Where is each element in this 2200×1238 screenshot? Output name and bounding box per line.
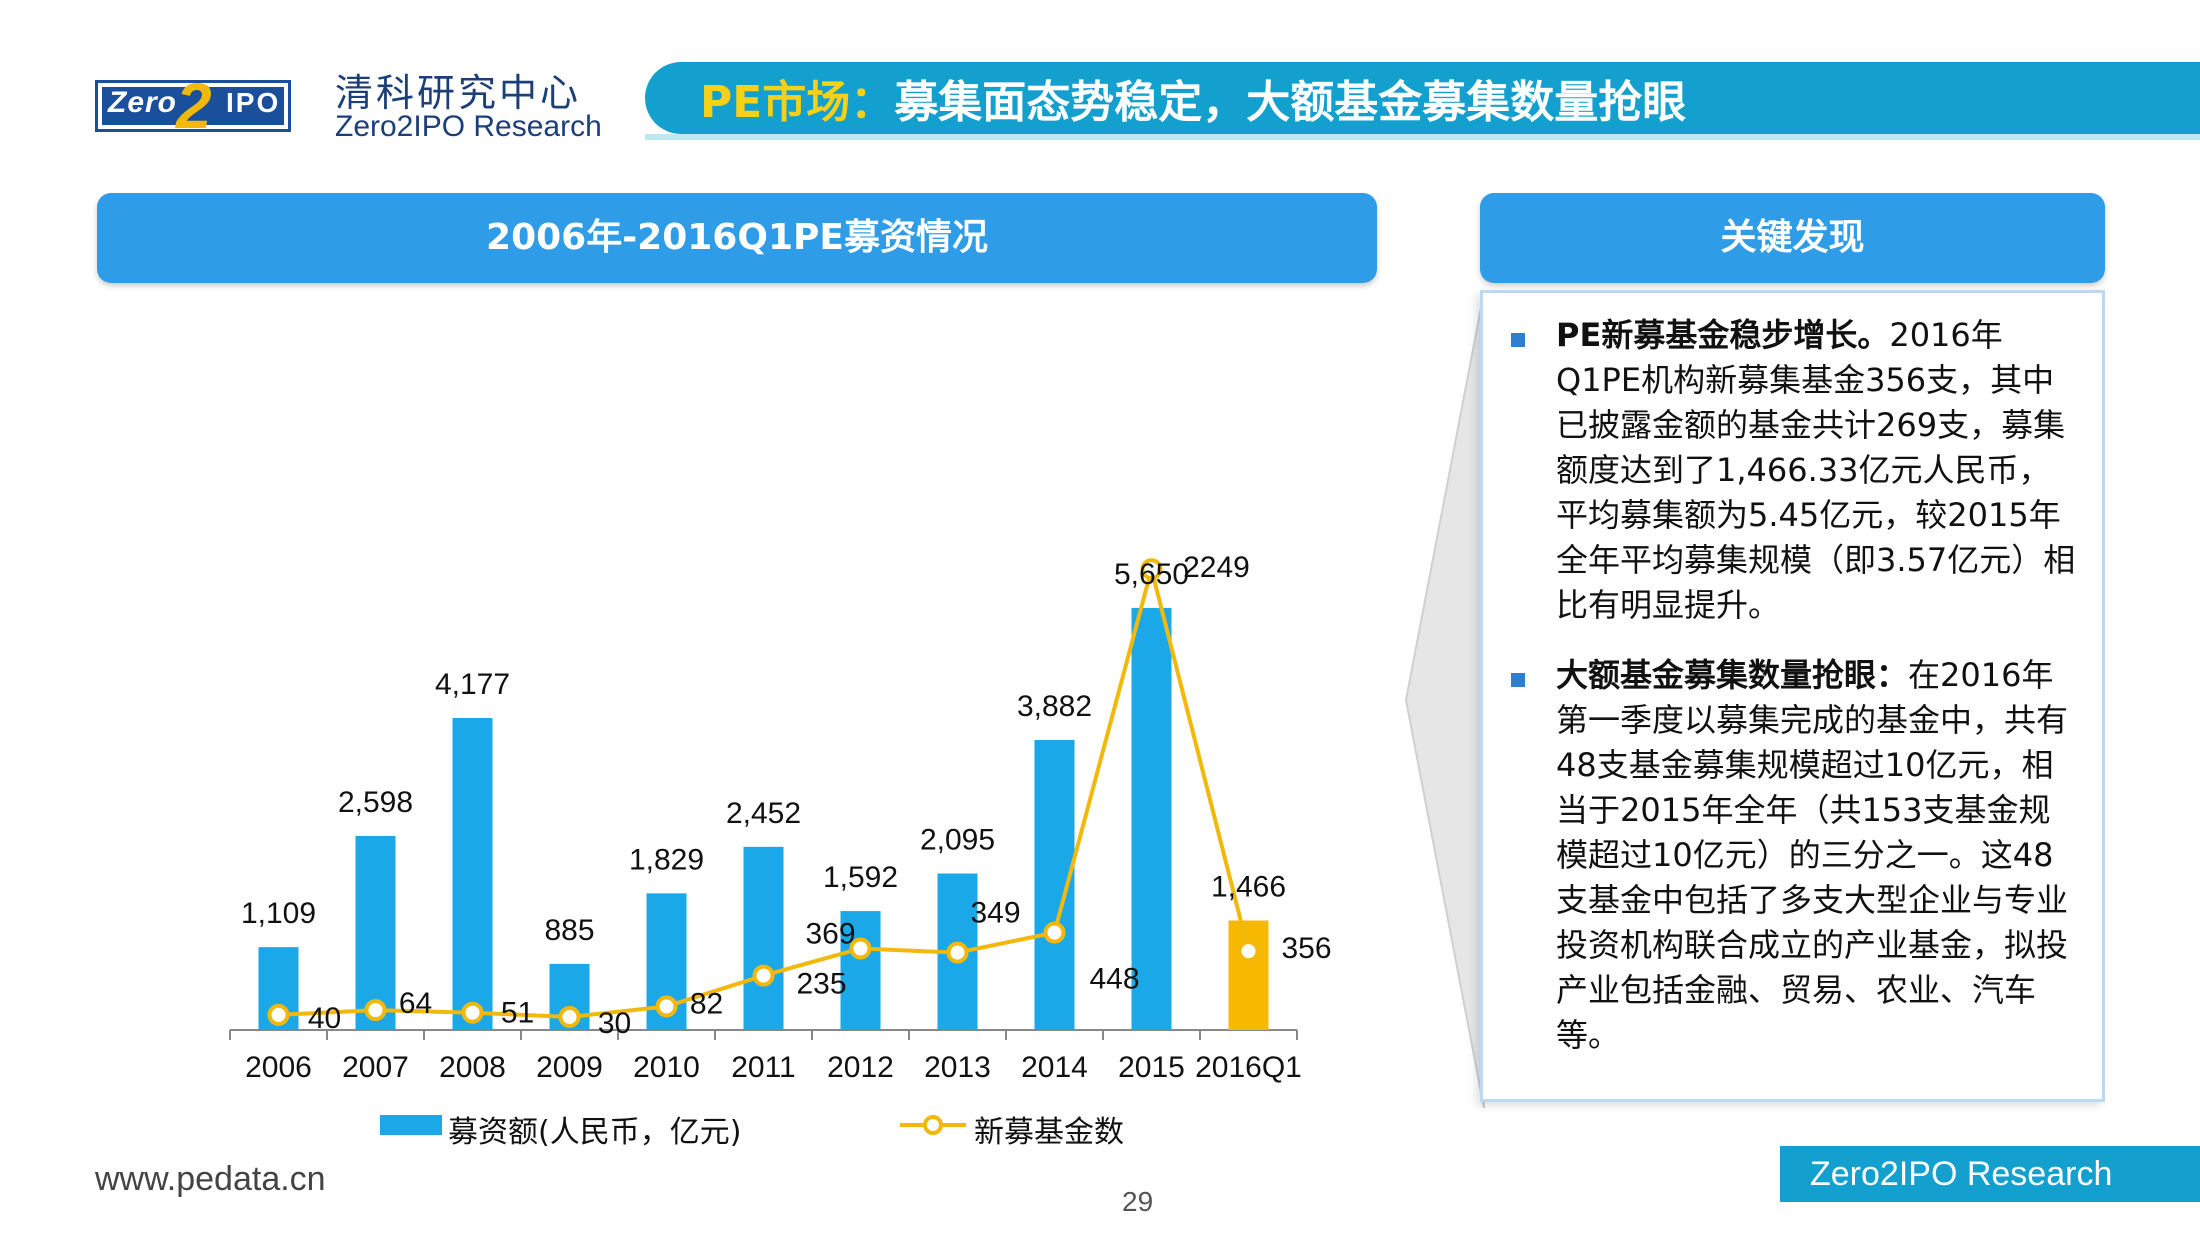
logo-two-text: 2 [176,70,212,142]
x-tick-label: 2014 [1021,1051,1088,1084]
fund-count-label: 356 [1281,932,1331,965]
x-tick-label: 2006 [245,1051,312,1084]
bar-value-label: 4,177 [435,668,510,701]
fund-count-point-2012 [849,937,872,960]
bar-value-label: 1,592 [823,861,898,894]
fund-count-point-2010 [655,995,678,1018]
fund-count-label: 369 [805,918,855,951]
logo-background [102,87,284,125]
x-tick-label: 2011 [731,1051,796,1084]
bar-value-label: 1,829 [629,843,704,876]
legend-line-label: 新募基金数 [974,1115,1124,1150]
logo-zero-text: Zero [108,86,178,119]
fund-count-point-2008 [461,1001,484,1024]
finding-item-1-text: 2016年Q1PE机构新募集基金356支，其中已披露金额的基金共计269支，募集… [1556,316,2076,624]
fund-count-label: 40 [308,1002,341,1035]
title-underline [645,134,2200,140]
page-title-highlight: PE市场： [700,77,895,128]
brand-name-cn: 清科研究中心 [335,71,582,115]
finding-item-2-heading: 大额基金募集数量抢眼： [1556,656,1909,694]
legend-line-marker [923,1115,943,1135]
findings-title: 关键发现 [1720,217,1865,258]
footer-brand-text: Zero2IPO Research [1810,1155,2113,1193]
fund-count-point-2015 [1140,558,1163,581]
bullet-icon [1511,333,1525,347]
finding-item-1: PE新募基金稳步增长。2016年Q1PE机构新募集基金356支，其中已披露金额的… [1556,313,2076,628]
footer-url: www.pedata.cn [95,1160,326,1198]
x-tick-label: 2009 [536,1051,603,1084]
x-tick-label: 2012 [827,1051,894,1084]
logo: Zero 2 IPO [95,70,291,142]
fund-count-label: 448 [1089,963,1139,996]
finding-item-2: 大额基金募集数量抢眼：在2016年第一季度以募集完成的基金中，共有48支基金募集… [1556,653,2076,1058]
x-tick-label: 2008 [439,1051,506,1084]
fund-count-label: 82 [690,987,723,1020]
chart-header: 2006年-2016Q1PE募资情况 [97,193,1377,283]
bar-2011 [743,846,784,1030]
findings-header: 关键发现 [1480,193,2105,283]
chart-title: 2006年-2016Q1PE募资情况 [486,217,988,258]
finding-item-2-text: 在2016年第一季度以募集完成的基金中，共有48支基金募集规模超过10亿元，相当… [1556,656,2069,1054]
fund-count-point-2014 [1043,921,1066,944]
chart-legend: 募资额(人民币，亿元) 新募基金数 [380,1105,1280,1150]
bar-2015 [1131,607,1172,1030]
bar-value-label: 3,882 [1017,690,1092,723]
fund-count-point-2011 [752,964,775,987]
bar-value-label: 1,466 [1211,870,1286,903]
fund-count-point-2007 [364,999,387,1022]
fund-count-label: 30 [598,1007,631,1040]
fundraising-chart: 1,109 2,598 4,177 885 1,829 2,452 1,592 2,095 3,… [229,551,1332,1084]
bar-value-label: 2,452 [726,797,801,830]
bar-value-label: 5,650 [1114,558,1189,591]
fund-count-point-2009 [558,1005,581,1028]
bullet-icon [1511,673,1525,687]
bar-2008 [452,717,493,1030]
page-title-rest: 募集面态势稳定，大额基金募集数量抢眼 [894,77,1687,128]
page-number: 29 [1122,1186,1154,1217]
findings-callout-pointer [1404,291,1485,1109]
bar-value-label: 2,095 [920,824,995,857]
fund-count-point-2006 [267,1003,290,1026]
x-tick-label: 2007 [342,1051,409,1084]
fund-count-label: 51 [501,997,534,1030]
fund-count-point-2013 [946,941,969,964]
page-title: PE市场：募集面态势稳定，大额基金募集数量抢眼 [700,66,1686,130]
fund-count-label: 64 [399,987,432,1020]
bar-value-label: 2,598 [338,786,413,819]
title-banner [645,62,2200,134]
bar-value-label: 1,109 [241,897,316,930]
fund-count-label: 2249 [1183,551,1250,584]
bar-2007 [355,835,396,1030]
fund-count-point-2016Q1 [1237,940,1260,963]
x-tick-label: 2010 [633,1051,700,1084]
fund-count-label: 235 [796,968,846,1001]
legend-bar-swatch [380,1115,442,1135]
x-tick-label: 2013 [924,1051,991,1084]
legend-bar-label: 募资额(人民币，亿元) [448,1115,742,1150]
finding-item-1-heading: PE新募基金稳步增长。 [1556,316,1890,354]
logo-ipo-text: IPO [226,87,281,118]
bar-value-label: 885 [544,914,594,947]
bar-2016Q1 [1228,920,1269,1030]
x-tick-label: 2016Q1 [1195,1051,1302,1084]
brand-name-en: Zero2IPO Research [335,110,602,143]
x-tick-label: 2015 [1118,1051,1185,1084]
footer-brand: Zero2IPO Research [1780,1146,2200,1202]
findings-panel: PE新募基金稳步增长。2016年Q1PE机构新募集基金356支，其中已披露金额的… [1480,290,2105,1102]
fund-count-label: 349 [970,897,1020,930]
bar-2012 [840,911,881,1030]
